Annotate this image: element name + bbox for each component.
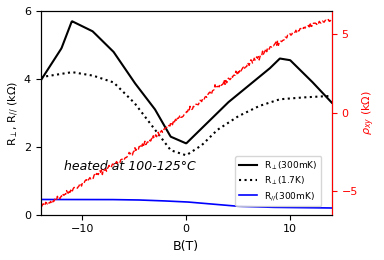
Y-axis label: R$_\perp$, R$_{//}$ (k$\Omega$): R$_\perp$, R$_{//}$ (k$\Omega$) xyxy=(7,80,21,146)
Legend: R$_\perp$(300mK), R$_\perp$(1.7K), R$_{//}$(300mK): R$_\perp$(300mK), R$_\perp$(1.7K), R$_{/… xyxy=(235,156,321,206)
X-axis label: B(T): B(T) xyxy=(173,240,199,253)
Text: heated at 100-125°C: heated at 100-125°C xyxy=(64,160,196,173)
Y-axis label: $\rho_{xy}$ (k$\Omega$): $\rho_{xy}$ (k$\Omega$) xyxy=(361,90,377,135)
